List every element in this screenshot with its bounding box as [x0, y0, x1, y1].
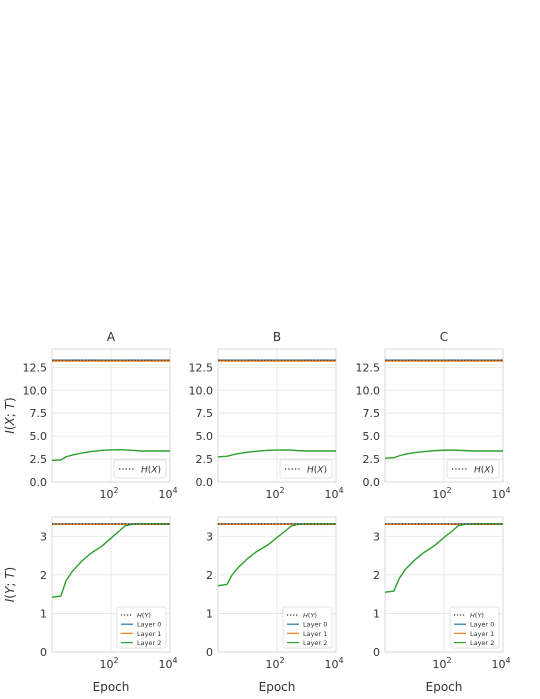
legend-box [116, 606, 167, 649]
legend: H(X) [446, 459, 500, 479]
x-tick-label: 102 [432, 656, 451, 671]
legend-label-layer-1: Layer 1 [303, 630, 327, 638]
panel-ixt-b: 0.0 2.5 5.0 7.5 10.0 12.5 102 104 B H(X) [189, 330, 344, 501]
legend-label-reference: H(Y) [470, 611, 484, 619]
y-tick-label: 12.5 [189, 361, 214, 374]
panel-title: C [440, 330, 448, 344]
legend: H(X) [279, 459, 333, 479]
legend-label-reference: H(X) [307, 466, 327, 476]
legend-label-layer-0: Layer 0 [303, 621, 327, 629]
y-tick-label: 5.0 [196, 430, 214, 443]
legend-box [282, 606, 333, 649]
y-tick-label: 5.0 [30, 430, 48, 443]
legend-box [279, 459, 333, 479]
y-tick-label: 5.0 [363, 430, 381, 443]
legend-label-layer-0: Layer 0 [470, 621, 494, 629]
series-line-layer-2 [51, 449, 170, 462]
y-axis-label: I(X; T) [3, 397, 17, 433]
y-tick-label: 7.5 [196, 407, 214, 420]
x-tick-label: 102 [99, 656, 118, 671]
y-tick-label: 0 [373, 646, 380, 659]
legend-label-layer-1: Layer 1 [470, 630, 494, 638]
legend: H(X) [113, 459, 167, 479]
x-tick-label: 104 [158, 656, 177, 671]
panel-title: B [273, 330, 281, 344]
y-tick-label: 10.0 [189, 384, 214, 397]
y-tick-label: 3 [40, 530, 47, 543]
panel-ixt-c: 0.0 2.5 5.0 7.5 10.0 12.5 102 104 C H(X) [356, 330, 511, 501]
legend-label-layer-2: Layer 2 [303, 639, 327, 647]
y-tick-label: 0.0 [363, 476, 381, 489]
y-tick-label: 3 [206, 530, 213, 543]
x-tick-label: 102 [265, 656, 284, 671]
x-axis-label: Epoch [93, 680, 130, 694]
y-tick-label: 2.5 [30, 453, 48, 466]
legend-box [113, 459, 167, 479]
legend-label-reference: H(Y) [137, 611, 151, 619]
legend-label-layer-2: Layer 2 [137, 639, 161, 647]
x-axis-label: Epoch [259, 680, 296, 694]
x-tick-label: 102 [265, 486, 284, 501]
y-tick-label: 2.5 [196, 453, 214, 466]
y-tick-label: 1 [373, 607, 380, 620]
y-tick-label: 12.5 [23, 361, 48, 374]
legend-label-layer-0: Layer 0 [137, 621, 161, 629]
y-tick-label: 2 [373, 569, 380, 582]
y-tick-label: 0 [206, 646, 213, 659]
legend-label-reference: H(X) [141, 466, 161, 476]
panel-ixt-a: 0.0 2.5 5.0 7.5 10.0 12.5 102 104 A I(X; T) H(X) [3, 330, 178, 501]
y-tick-label: 0.0 [196, 476, 214, 489]
y-tick-label: 0.0 [30, 476, 48, 489]
series-line-layer-2 [384, 523, 503, 593]
legend-label-layer-2: Layer 2 [470, 639, 494, 647]
series-line-layer-2 [217, 449, 336, 458]
y-tick-label: 2 [40, 569, 47, 582]
y-tick-label: 12.5 [356, 361, 381, 374]
series-line-layer-2 [384, 449, 503, 459]
x-tick-label: 104 [491, 656, 510, 671]
y-tick-label: 0 [40, 646, 47, 659]
y-tick-label: 7.5 [363, 407, 381, 420]
y-axis-label: I(Y; T) [3, 567, 17, 602]
x-tick-label: 104 [158, 486, 177, 501]
panel-title: A [107, 330, 116, 344]
y-tick-label: 10.0 [23, 384, 48, 397]
x-tick-label: 104 [324, 656, 343, 671]
x-tick-label: 102 [99, 486, 118, 501]
x-tick-label: 102 [432, 486, 451, 501]
legend-box [446, 459, 500, 479]
legend-label-layer-1: Layer 1 [137, 630, 161, 638]
y-tick-label: 3 [373, 530, 380, 543]
legend-box [449, 606, 500, 649]
series-line-layer-2 [217, 523, 336, 587]
y-tick-label: 7.5 [30, 407, 48, 420]
y-tick-label: 2.5 [363, 453, 381, 466]
legend-label-reference: H(Y) [303, 611, 317, 619]
y-tick-label: 1 [206, 607, 213, 620]
y-tick-label: 2 [206, 569, 213, 582]
x-tick-label: 104 [491, 486, 510, 501]
y-tick-label: 10.0 [356, 384, 381, 397]
legend-label-reference: H(X) [474, 466, 494, 476]
series-line-layer-2 [51, 523, 170, 598]
x-axis-label: Epoch [426, 680, 463, 694]
y-tick-label: 1 [40, 607, 47, 620]
x-tick-label: 104 [324, 486, 343, 501]
